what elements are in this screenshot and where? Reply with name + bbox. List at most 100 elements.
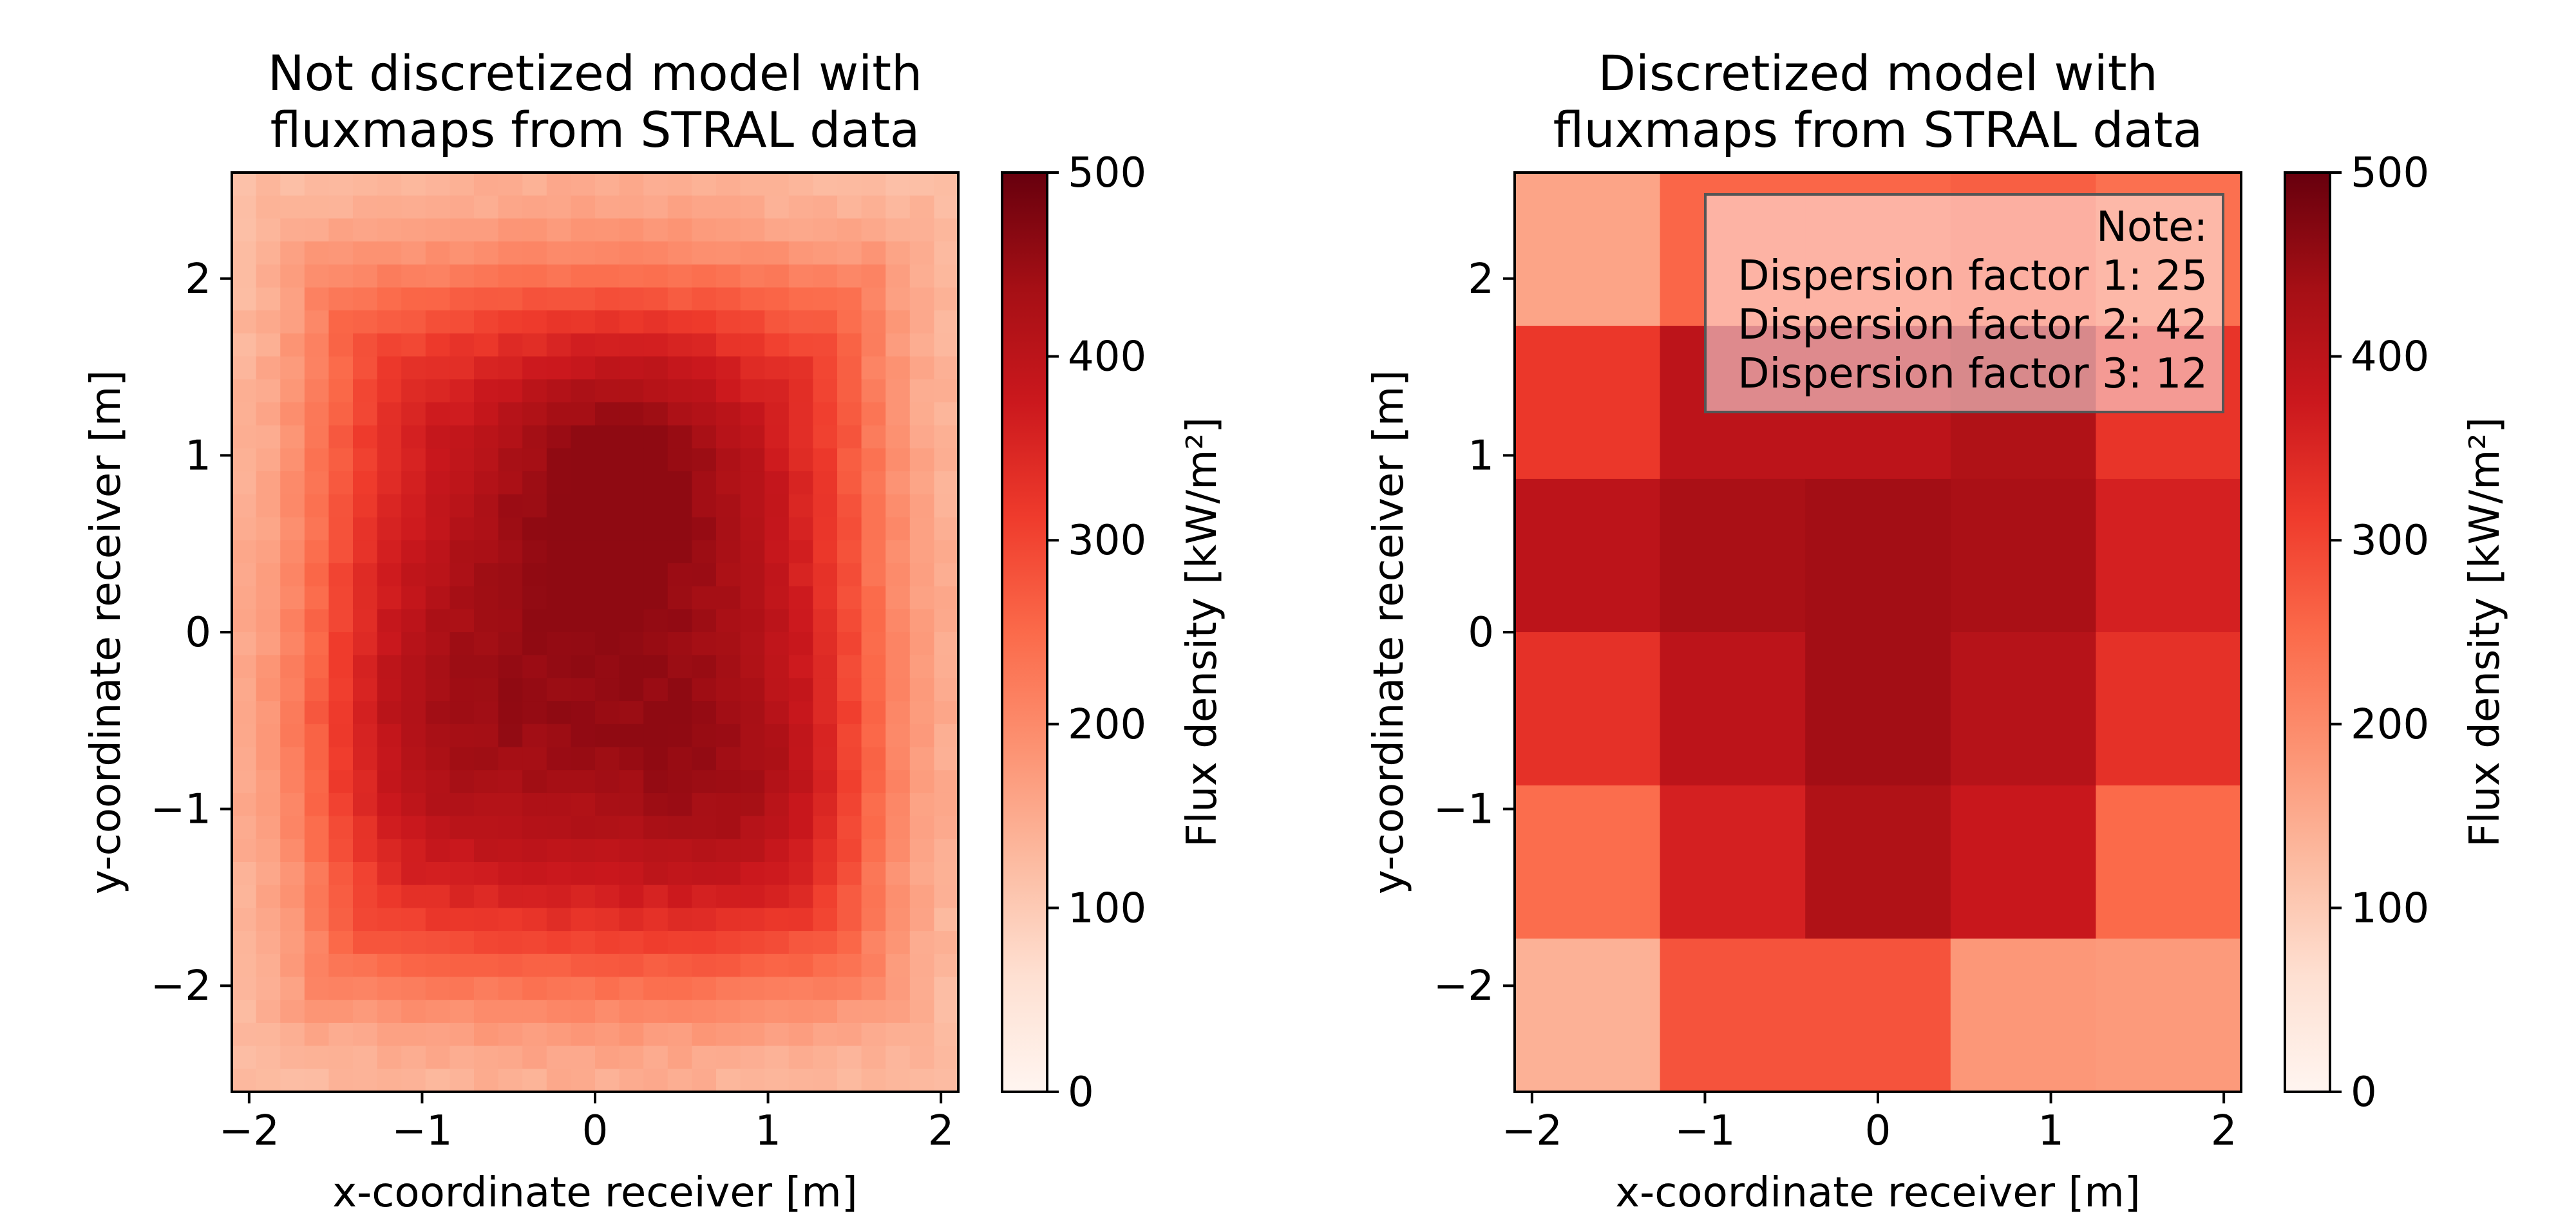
- heatmap-cell: [425, 701, 450, 725]
- heatmap-cell: [595, 173, 620, 196]
- heatmap-cell: [643, 379, 668, 403]
- heatmap-cell: [2096, 632, 2241, 786]
- heatmap-cell: [667, 839, 692, 863]
- panel-right-y-axis: −2 −1 0 1 2: [1434, 256, 1515, 1010]
- heatmap-cell: [861, 494, 886, 518]
- heatmap-cell: [788, 195, 813, 219]
- heatmap-cell: [450, 356, 475, 380]
- heatmap-cell: [546, 517, 571, 541]
- heatmap-cell: [256, 310, 281, 334]
- heatmap-cell: [377, 310, 402, 334]
- heatmap-cell: [667, 908, 692, 932]
- heatmap-cell: [909, 908, 934, 932]
- heatmap-cell: [788, 1000, 813, 1024]
- heatmap-cell: [522, 333, 547, 357]
- heatmap-cell: [837, 218, 862, 242]
- heatmap-cell: [546, 356, 571, 380]
- heatmap-cell: [304, 839, 329, 863]
- heatmap-cell: [571, 448, 596, 472]
- heatmap-cell: [740, 425, 765, 449]
- heatmap-cell: [643, 173, 668, 196]
- heatmap-cell: [909, 655, 934, 679]
- heatmap-cell: [595, 310, 620, 334]
- heatmap-cell: [619, 792, 644, 817]
- heatmap-cell: [522, 402, 547, 426]
- heatmap-cell: [304, 816, 329, 839]
- heatmap-cell: [764, 425, 790, 449]
- heatmap-cell: [740, 563, 765, 587]
- heatmap-cell: [232, 862, 257, 886]
- heatmap-cell: [377, 563, 402, 587]
- heatmap-cell: [643, 632, 668, 656]
- heatmap-cell: [256, 356, 281, 380]
- heatmap-cell: [498, 747, 523, 771]
- heatmap-cell: [837, 517, 862, 541]
- heatmap-cell: [498, 356, 523, 380]
- heatmap-cell: [886, 1045, 911, 1069]
- heatmap-cell: [522, 609, 547, 633]
- heatmap-cell: [546, 448, 571, 472]
- heatmap-cell: [280, 931, 305, 955]
- heatmap-cell: [304, 632, 329, 656]
- heatmap-cell: [764, 517, 790, 541]
- heatmap-cell: [232, 517, 257, 541]
- heatmap-cell: [425, 586, 450, 610]
- heatmap-cell: [934, 977, 958, 1000]
- colorbar-tick-label: 400: [2351, 333, 2429, 381]
- heatmap-cell: [667, 632, 692, 656]
- heatmap-cell: [934, 931, 958, 955]
- heatmap-cell: [667, 1022, 692, 1047]
- heatmap-cell: [377, 632, 402, 656]
- heatmap-cell: [595, 862, 620, 886]
- heatmap-cell: [522, 862, 547, 886]
- heatmap-cell: [498, 264, 523, 288]
- heatmap-cell: [328, 1000, 354, 1024]
- heatmap-cell: [692, 173, 717, 196]
- heatmap-cell: [280, 770, 305, 794]
- heatmap-cell: [886, 448, 911, 472]
- heatmap-cell: [886, 1069, 911, 1092]
- heatmap-cell: [450, 287, 475, 311]
- heatmap-cell: [401, 195, 426, 219]
- heatmap-cell: [764, 563, 790, 587]
- heatmap-cell: [934, 908, 958, 932]
- heatmap-cell: [522, 586, 547, 610]
- heatmap-cell: [304, 655, 329, 679]
- heatmap-cell: [280, 908, 305, 932]
- heatmap-cell: [474, 747, 499, 771]
- heatmap-cell: [886, 816, 911, 839]
- heatmap-cell: [401, 678, 426, 702]
- heatmap-cell: [304, 609, 329, 633]
- heatmap-cell: [280, 586, 305, 610]
- heatmap-cell: [643, 264, 668, 288]
- heatmap-cell: [667, 862, 692, 886]
- heatmap-cell: [1950, 478, 2096, 633]
- heatmap-cell: [232, 333, 257, 357]
- heatmap-cell: [546, 908, 571, 932]
- heatmap-cell: [401, 839, 426, 863]
- heatmap-cell: [256, 333, 281, 357]
- heatmap-cell: [595, 356, 620, 380]
- heatmap-cell: [667, 494, 692, 518]
- heatmap-cell: [232, 218, 257, 242]
- heatmap-cell: [692, 218, 717, 242]
- heatmap-cell: [450, 953, 475, 978]
- heatmap-cell: [522, 425, 547, 449]
- x-tick-label: 2: [928, 1107, 954, 1155]
- heatmap-cell: [256, 632, 281, 656]
- heatmap-cell: [450, 1069, 475, 1092]
- heatmap-cell: [304, 287, 329, 311]
- heatmap-cell: [498, 792, 523, 817]
- heatmap-cell: [934, 862, 958, 886]
- heatmap-cell: [643, 563, 668, 587]
- note-box-frame: [1704, 193, 2224, 413]
- heatmap-cell: [619, 701, 644, 725]
- heatmap-cell: [522, 770, 547, 794]
- heatmap-cell: [595, 563, 620, 587]
- heatmap-cell: [619, 471, 644, 495]
- heatmap-cell: [837, 931, 862, 955]
- heatmap-cell: [813, 1000, 838, 1024]
- heatmap-cell: [692, 953, 717, 978]
- heatmap-cell: [232, 287, 257, 311]
- colorbar-tick-label: 200: [2351, 701, 2429, 749]
